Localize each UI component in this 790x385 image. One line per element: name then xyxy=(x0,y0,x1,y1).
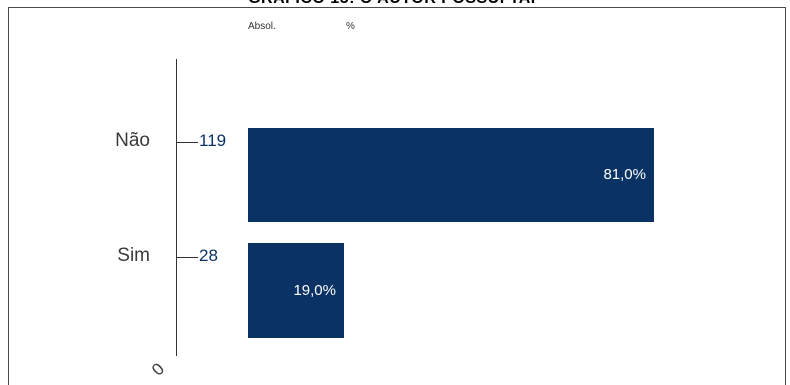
abs-value-nao: 119 xyxy=(199,131,227,150)
abs-value-sim: 28 xyxy=(199,246,218,265)
chart-frame xyxy=(8,7,786,385)
column-header-absolute: Absol. xyxy=(248,21,276,32)
category-label-nao: Não xyxy=(115,130,150,151)
bar-nao: 81,0% xyxy=(248,128,654,222)
chart-title: GRÁFICO 15: O AUTOR POSSUI TAP xyxy=(0,0,790,8)
bar-sim: 19,0% xyxy=(248,243,344,338)
percent-label-sim: 19,0% xyxy=(293,281,336,299)
column-header-percent: % xyxy=(346,21,355,32)
tick-sim xyxy=(176,257,198,258)
category-axis-line xyxy=(176,59,177,356)
category-label-sim: Sim xyxy=(117,245,150,266)
tick-nao xyxy=(176,142,198,143)
percent-label-nao: 81,0% xyxy=(603,166,646,183)
